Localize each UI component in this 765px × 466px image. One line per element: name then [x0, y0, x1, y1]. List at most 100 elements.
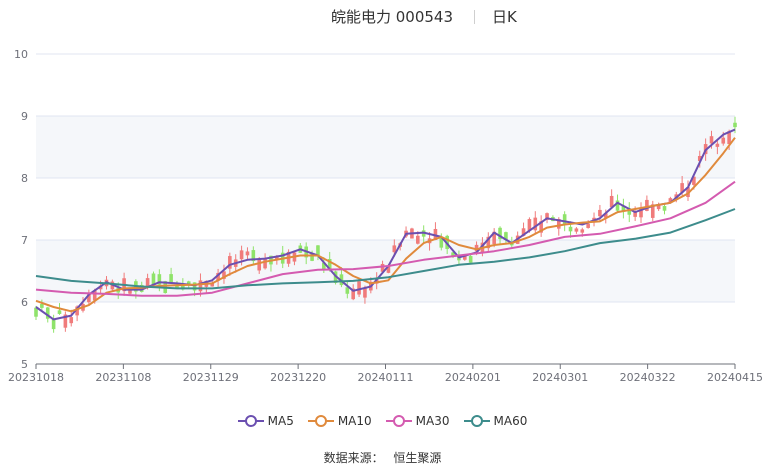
legend-label: MA5: [267, 414, 294, 428]
candle-body: [609, 195, 614, 208]
candle-body: [327, 259, 332, 269]
x-tick-label: 20240415: [707, 371, 763, 384]
candle-body: [527, 219, 532, 231]
candle-body: [222, 271, 226, 279]
x-tick-label: 20240111: [358, 371, 414, 384]
source-label: 数据来源：: [323, 451, 384, 465]
candle-body: [186, 281, 191, 285]
candle-body: [733, 122, 737, 128]
legend-item-ma5[interactable]: MA5: [237, 414, 294, 428]
candle-body: [198, 280, 203, 292]
candle-body: [386, 266, 391, 273]
candle-body: [586, 223, 590, 228]
legend-item-ma30[interactable]: MA30: [385, 414, 450, 428]
candle-body: [656, 204, 661, 210]
x-tick-label: 20231108: [95, 371, 151, 384]
legend-symbol: [385, 415, 412, 427]
candle-body: [245, 251, 250, 256]
ma60-line: [35, 208, 736, 290]
candle-body: [192, 282, 197, 291]
candle-body: [633, 211, 637, 217]
candle-body: [87, 294, 91, 303]
y-tick-label: 10: [14, 48, 28, 61]
candle-body: [351, 288, 355, 300]
candle-body: [627, 208, 632, 215]
candle-body: [210, 282, 215, 287]
candle-body: [316, 245, 320, 257]
candle-body: [539, 221, 543, 233]
y-tick-label: 9: [21, 110, 28, 123]
kline-chart: 5 6 7 8 9 10 20231018 20231108 20231129 20231220 2…: [8, 48, 763, 384]
legend-circle: [392, 415, 405, 427]
candle-body: [239, 250, 244, 260]
candle-body: [598, 209, 602, 217]
candle-body: [151, 273, 156, 285]
candle-body: [639, 208, 643, 218]
candle-body: [392, 245, 397, 253]
candle-body: [69, 317, 74, 324]
legend-circle: [314, 415, 327, 427]
x-tick-label: 20240301: [532, 371, 588, 384]
legend-symbol: [463, 415, 490, 427]
x-tick-label: 20231018: [8, 371, 64, 384]
background-bands: [36, 116, 735, 302]
candle-body: [462, 255, 467, 260]
legend-circle: [470, 415, 483, 427]
candle-body: [63, 314, 68, 328]
axes: 5 6 7 8 9 10 20231018 20231108 20231129 20231220 2…: [8, 48, 763, 384]
legend-item-ma10[interactable]: MA10: [307, 414, 372, 428]
candle-body: [545, 213, 549, 220]
candle-body: [75, 306, 79, 316]
candle-body: [715, 143, 720, 147]
candle-body: [721, 137, 726, 144]
candle-body: [521, 228, 526, 236]
y-tick-label: 7: [21, 234, 28, 247]
candle-body: [697, 155, 702, 162]
candle-body: [34, 307, 38, 317]
y-tick-label: 8: [21, 172, 28, 185]
legend-symbol: [307, 415, 334, 427]
candle-body: [310, 253, 314, 261]
candle-body: [374, 279, 379, 284]
candle-body: [380, 263, 385, 272]
source-name: 恒生聚源: [393, 451, 442, 465]
candle-body: [439, 238, 444, 248]
candle-body: [662, 206, 667, 211]
candle-body: [680, 183, 684, 193]
candle-body: [275, 256, 279, 260]
candle-body: [650, 204, 655, 218]
candlesticks: [34, 116, 737, 333]
x-tick-label: 20231220: [270, 371, 326, 384]
chart-header: 皖能电力 000543 日K: [0, 0, 765, 30]
x-tick-label: 20240322: [620, 371, 676, 384]
x-tick-label: 20231129: [183, 371, 239, 384]
candle-body: [92, 290, 97, 301]
candle-body: [727, 131, 731, 145]
candle-body: [645, 199, 649, 211]
title-separator: [474, 10, 475, 24]
candle-body: [709, 136, 714, 144]
candle-body: [574, 228, 579, 232]
candle-body: [357, 281, 361, 295]
legend-symbol: [237, 415, 264, 427]
ma-lines: [35, 128, 736, 321]
candle-body: [580, 229, 585, 233]
candle-body: [51, 318, 56, 330]
candle-body: [175, 284, 179, 289]
candle-body: [474, 244, 479, 252]
candle-body: [692, 176, 696, 185]
candle-body: [157, 274, 162, 285]
legend: MA5 MA10 MA30 MA60: [0, 412, 765, 430]
candle-body: [533, 217, 538, 231]
period-label: 日K: [492, 8, 517, 26]
candle-body: [345, 287, 350, 294]
candle-body: [363, 288, 367, 298]
legend-item-ma60[interactable]: MA60: [463, 414, 527, 428]
x-tick-label: 20240201: [445, 371, 501, 384]
candle-body: [668, 198, 673, 203]
candle-body: [492, 231, 496, 245]
legend-label: MA10: [337, 414, 372, 428]
candle-body: [603, 213, 608, 218]
candle-body: [40, 303, 44, 308]
candle-body: [486, 236, 491, 249]
